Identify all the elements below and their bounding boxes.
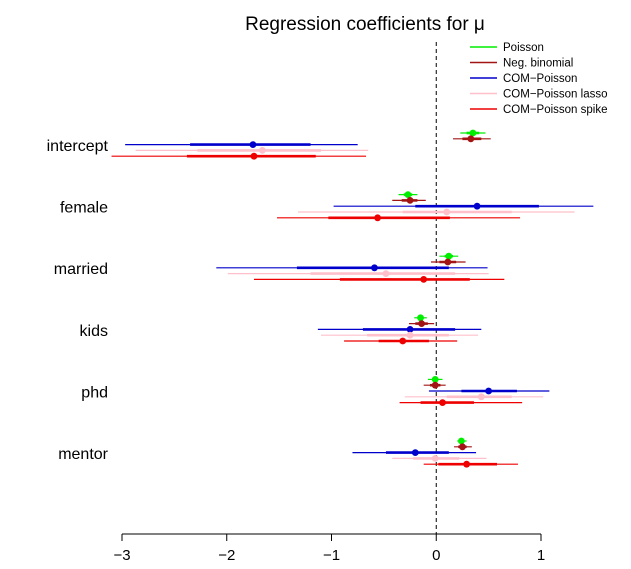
x-tick-label: −1 [323, 547, 340, 564]
category-label-phd: phd [81, 384, 108, 401]
legend-label-com-poisson-lasso: COM−Poisson lasso [503, 89, 608, 101]
estimate-point-neg-binomial-intercept [467, 135, 475, 143]
legend-label-neg-binomial: Neg. binomial [503, 58, 573, 70]
estimate-point-com-poisson-spike-married [420, 276, 428, 283]
legend-label-com-poisson: COM−Poisson [503, 73, 577, 85]
category-label-female: female [60, 200, 108, 217]
legend-label-poisson: Poisson [503, 42, 544, 54]
x-tick-label: −3 [113, 547, 130, 564]
estimate-point-com-poisson-spike-mentor [463, 460, 471, 468]
estimate-point-poisson-married [445, 252, 453, 260]
category-label-intercept: intercept [47, 138, 109, 155]
estimate-point-com-poisson-mentor [411, 449, 419, 456]
estimate-point-com-poisson-spike-kids [399, 337, 407, 345]
estimate-point-neg-binomial-married [444, 258, 452, 266]
estimate-point-poisson-intercept [469, 129, 477, 137]
estimate-point-neg-binomial-phd [431, 381, 439, 389]
x-tick-label: 1 [537, 547, 545, 564]
estimate-point-com-poisson-spike-female [374, 214, 381, 222]
x-tick-label: 0 [432, 547, 440, 564]
category-label-kids: kids [80, 323, 108, 340]
category-label-married: married [54, 261, 108, 278]
estimate-point-com-poisson-kids [406, 326, 414, 333]
estimate-point-com-poisson-spike-intercept [250, 152, 258, 160]
estimate-point-com-poisson-phd [485, 387, 493, 395]
estimate-point-com-poisson-spike-phd [439, 399, 446, 406]
estimate-point-poisson-female [404, 191, 412, 199]
estimate-point-poisson-kids [417, 314, 424, 322]
estimate-point-com-poisson-lasso-female [443, 208, 451, 216]
estimate-point-com-poisson-female [473, 202, 481, 210]
estimate-point-neg-binomial-mentor [459, 443, 466, 451]
estimate-point-com-poisson-lasso-kids [406, 331, 414, 339]
estimate-point-neg-binomial-kids [418, 320, 425, 327]
estimate-point-neg-binomial-female [406, 197, 414, 204]
x-axis: −3 −2 −1 0 1 [113, 533, 545, 564]
category-labels: intercept female married kids phd mentor [47, 138, 109, 463]
legend: Poisson Neg. binomial COM−Poisson COM−Poiss… [470, 42, 608, 116]
category-label-mentor: mentor [58, 446, 108, 463]
x-tick-label: −2 [218, 547, 235, 564]
chart-title: Regression coefficients for μ [245, 14, 485, 35]
estimate-point-com-poisson-lasso-married [382, 270, 390, 277]
estimate-point-com-poisson-lasso-intercept [258, 147, 266, 154]
legend-label-com-poisson-spike: COM−Poisson spike [503, 104, 608, 116]
estimate-point-com-poisson-lasso-mentor [431, 455, 439, 462]
estimate-point-poisson-phd [431, 376, 439, 383]
estimate-point-poisson-mentor [457, 437, 465, 445]
coefficient-intervals [111, 129, 594, 468]
estimate-point-com-poisson-intercept [249, 141, 257, 149]
estimate-point-com-poisson-married [371, 264, 378, 272]
estimate-point-com-poisson-lasso-phd [477, 393, 485, 401]
